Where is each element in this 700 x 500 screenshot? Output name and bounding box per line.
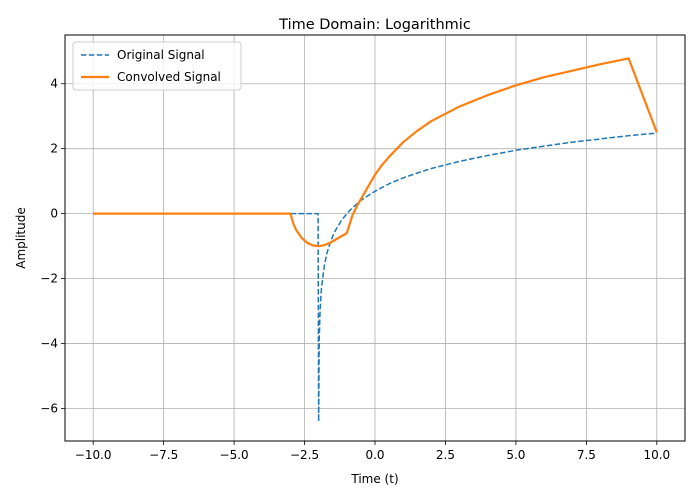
legend: Original Signal Convolved Signal xyxy=(72,41,242,91)
y-tick-label: 4 xyxy=(50,77,58,91)
x-tick-label: −2.5 xyxy=(290,448,319,462)
x-tick-label: 10.0 xyxy=(643,448,670,462)
x-tick-label: 0.0 xyxy=(365,448,384,462)
series-line-convolved-signal xyxy=(93,57,658,248)
x-axis-label: Time (t) xyxy=(350,472,398,486)
x-tick-label: −10.0 xyxy=(75,448,112,462)
x-tick-label: −7.5 xyxy=(149,448,178,462)
y-tick-label: −4 xyxy=(40,337,58,351)
grid xyxy=(65,35,685,441)
legend-label: Original Signal xyxy=(117,48,205,62)
y-tick-label: −2 xyxy=(40,272,58,286)
y-tick-label: 2 xyxy=(50,142,58,156)
legend-label: Convolved Signal xyxy=(117,70,221,84)
tick-layer: −10.0 −7.5 −5.0 −2.5 0.0 2.5 5.0 7.5 10.0 −6 −4 −2 0… xyxy=(40,77,670,462)
x-tick-label: 7.5 xyxy=(577,448,596,462)
x-tick-label: −5.0 xyxy=(220,448,249,462)
y-tick-label: −6 xyxy=(40,402,58,416)
x-tick-label: 2.5 xyxy=(436,448,455,462)
legend-box xyxy=(72,41,242,91)
series-layer xyxy=(93,57,658,423)
chart-title: Time Domain: Logarithmic xyxy=(278,17,471,33)
y-tick-label: 0 xyxy=(50,207,58,221)
series-line-original-signal xyxy=(93,132,657,423)
x-tick-label: 5.0 xyxy=(506,448,525,462)
y-axis-label: Amplitude xyxy=(14,207,28,269)
